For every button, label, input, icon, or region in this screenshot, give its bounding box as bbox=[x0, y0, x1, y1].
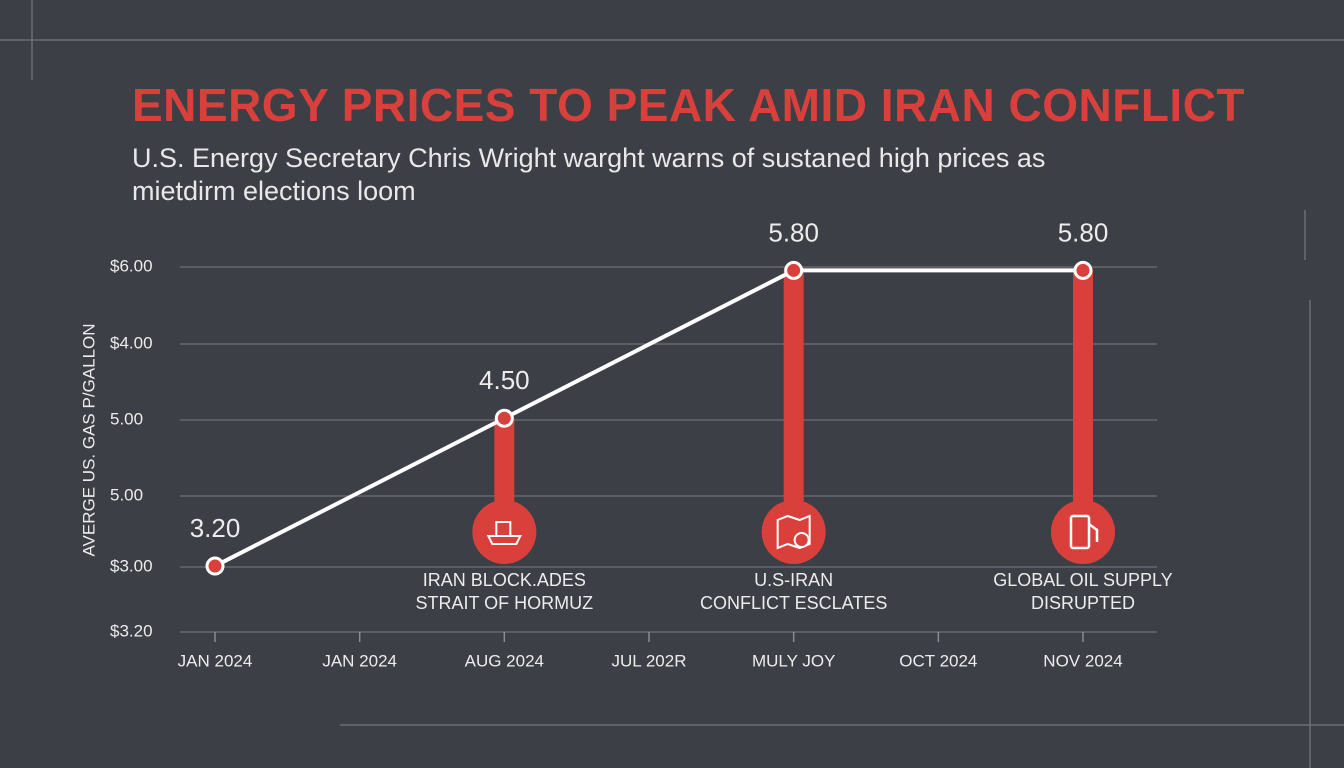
annotation: DISRUPTED bbox=[1031, 593, 1135, 613]
x-tick-label: OCT 2024 bbox=[899, 651, 977, 670]
icon bbox=[1069, 514, 1091, 550]
icon-circle bbox=[1051, 500, 1115, 564]
icon bbox=[793, 532, 810, 548]
data-label: 3.20 bbox=[190, 513, 241, 543]
icon bbox=[486, 521, 522, 545]
y-tick-label: $6.00 bbox=[110, 256, 153, 275]
y-tick-label: 5.00 bbox=[110, 485, 143, 504]
point bbox=[1073, 260, 1093, 280]
icon-circle bbox=[472, 500, 537, 564]
point bbox=[494, 408, 514, 428]
annotation: STRAIT OF HORMUZ bbox=[415, 593, 593, 613]
point bbox=[205, 556, 225, 576]
x-tick-label: JAN 2024 bbox=[178, 651, 253, 670]
y-tick-label: 5.00 bbox=[110, 409, 143, 428]
point bbox=[784, 260, 804, 280]
icon-circle bbox=[761, 500, 826, 564]
annotation: IRAN BLOCK.ADES bbox=[423, 570, 586, 590]
line bbox=[214, 268, 1083, 568]
y-tick-label: $3.20 bbox=[110, 621, 153, 640]
x-tick-label: AUG 2024 bbox=[465, 651, 544, 670]
icon bbox=[776, 514, 811, 550]
chart-title: ENERGY PRICES TO PEAK AMID IRAN CONFLICT bbox=[132, 79, 1246, 131]
y-tick-label: $3.00 bbox=[110, 556, 153, 575]
icon bbox=[1088, 523, 1099, 542]
data-label: 4.50 bbox=[479, 365, 530, 395]
annotation: CONFLICT ESCLATES bbox=[700, 593, 887, 613]
icon bbox=[1069, 514, 1099, 550]
y-tick-label: $4.00 bbox=[110, 333, 153, 352]
icon bbox=[776, 514, 811, 550]
data-label: 5.80 bbox=[1058, 217, 1109, 247]
icon bbox=[495, 521, 512, 537]
x-tick-label: NOV 2024 bbox=[1043, 651, 1122, 670]
x-tick-label: JAN 2024 bbox=[322, 651, 397, 670]
x-tick-label: JUL 202R bbox=[612, 651, 687, 670]
chart-subtitle: U.S. Energy Secretary Chris Wright wargh… bbox=[132, 143, 1046, 206]
annotation: U.S-IRAN bbox=[754, 570, 833, 590]
annotation: GLOBAL OIL SUPPLY bbox=[993, 570, 1172, 590]
y-axis-title: AVERGE US. GAS P/GALLON bbox=[79, 323, 98, 556]
x-tick-label: MULY JOY bbox=[752, 651, 835, 670]
data-label: 5.80 bbox=[768, 217, 819, 247]
